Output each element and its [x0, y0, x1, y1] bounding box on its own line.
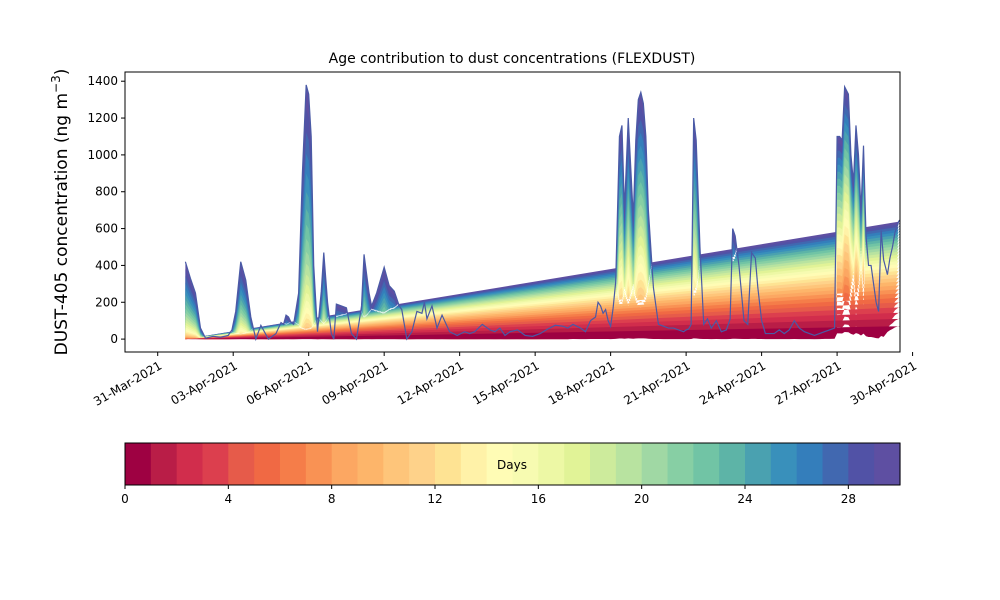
y-tick-label: 1000	[87, 148, 118, 162]
colorbar-frame	[124, 442, 901, 486]
x-tick-label: 09-Apr-2021	[319, 358, 390, 407]
x-tick-label: 12-Apr-2021	[395, 358, 466, 407]
colorbar-bin-22	[693, 443, 720, 485]
y-axis-label-main: DUST-405 concentration (ng m	[52, 93, 72, 355]
x-tick-label: 15-Apr-2021	[470, 358, 541, 407]
colorbar-bin-18	[590, 443, 617, 485]
colorbar-tick-label: 24	[737, 492, 752, 506]
x-tick-label: 24-Apr-2021	[697, 358, 768, 407]
y-tick-label: 800	[95, 185, 118, 199]
colorbar-tick-label: 12	[427, 492, 442, 506]
colorbar-bin-14	[486, 443, 514, 485]
colorbar-bin-6	[280, 443, 307, 485]
colorbar-bin-5	[254, 443, 281, 485]
colorbar-bin-12	[435, 443, 462, 485]
colorbar-bin-0	[125, 443, 152, 485]
x-tick-label: 31-Mar-2021	[91, 358, 164, 408]
colorbar-bin-8	[331, 443, 359, 485]
x-tick-label: 27-Apr-2021	[772, 358, 843, 407]
y-axis-label-close: )	[52, 69, 72, 76]
y-tick-label: 0	[110, 332, 118, 346]
colorbar-bin-17	[564, 443, 591, 485]
colorbar-tick-label: 8	[328, 492, 336, 506]
colorbar-bin-19	[615, 443, 643, 485]
x-tick-label: 21-Apr-2021	[621, 358, 692, 407]
colorbar-tick-label: 28	[841, 492, 856, 506]
colorbar-bin-9	[357, 443, 384, 485]
plot-frame	[124, 71, 901, 353]
days-colorbar	[125, 443, 901, 485]
age-band-0-area	[185, 326, 900, 340]
colorbar-bin-29	[874, 443, 901, 485]
y-axis-label-superscript: −3	[49, 75, 63, 93]
colorbar-bin-3	[202, 443, 229, 485]
colorbar-ticks: 0 4 8 12 16 20 24 28	[121, 485, 856, 506]
colorbar-bin-20	[641, 443, 669, 485]
colorbar-bin-21	[667, 443, 694, 485]
y-axis: 0 200 400 600 800 1000 1200 1400	[87, 74, 125, 346]
total-series-line	[184, 84, 900, 342]
colorbar-bin-11	[409, 443, 436, 485]
colorbar-tick-label: 4	[225, 492, 233, 506]
colorbar-bin-7	[305, 443, 333, 485]
colorbar-bin-1	[150, 443, 178, 485]
x-tick-label: 06-Apr-2021	[244, 358, 315, 407]
colorbar-bin-4	[228, 443, 255, 485]
colorbar-bin-26	[796, 443, 824, 485]
colorbar-bin-23	[719, 443, 746, 485]
colorbar-bin-27	[822, 443, 849, 485]
chart-title: Age contribution to dust concentrations …	[329, 51, 696, 67]
colorbar-tick-label: 20	[634, 492, 649, 506]
colorbar-bin-15	[512, 443, 539, 485]
colorbar-bin-10	[383, 443, 410, 485]
y-tick-label: 1200	[87, 111, 118, 125]
colorbar-bin-24	[745, 443, 772, 485]
colorbar-bin-28	[848, 443, 875, 485]
colorbar-bin-2	[176, 443, 204, 485]
x-axis: 31-Mar-2021 03-Apr-2021 06-Apr-2021 09-Apr-…	[91, 352, 919, 409]
y-tick-label: 200	[95, 295, 118, 309]
colorbar-bin-13	[460, 443, 488, 485]
colorbar-tick-label: 16	[531, 492, 546, 506]
colorbar-bin-16	[538, 443, 565, 485]
y-tick-label: 400	[95, 258, 118, 272]
y-tick-label: 1400	[87, 74, 118, 88]
y-tick-label: 600	[95, 222, 118, 236]
x-tick-label: 18-Apr-2021	[546, 358, 617, 407]
colorbar-bin-25	[770, 443, 798, 485]
x-tick-label: 30-Apr-2021	[848, 358, 919, 407]
y-axis-label: DUST-405 concentration (ng m−3)	[49, 69, 72, 356]
colorbar-tick-label: 0	[121, 492, 129, 506]
x-tick-label: 03-Apr-2021	[168, 358, 239, 407]
colorbar-label: Days	[497, 458, 527, 472]
plot-area	[184, 84, 900, 342]
